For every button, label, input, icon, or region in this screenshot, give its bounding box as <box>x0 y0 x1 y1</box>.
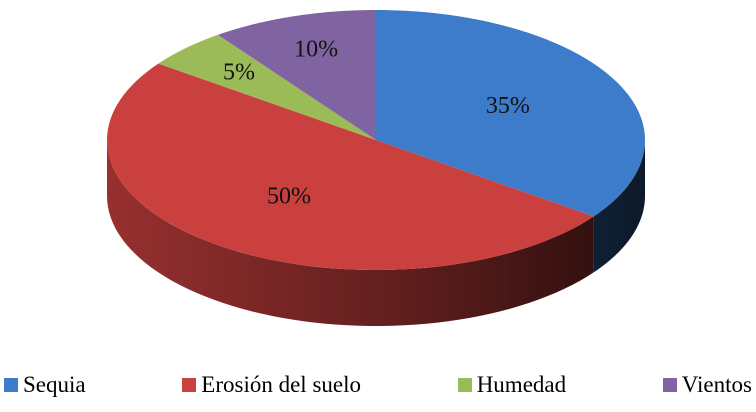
legend-swatch <box>662 378 677 392</box>
legend-item: Erosión del suelo <box>182 372 361 398</box>
legend-swatch <box>457 378 472 392</box>
legend-swatch <box>182 378 197 392</box>
data-label: 5% <box>223 59 255 85</box>
pie-slice <box>158 34 376 140</box>
data-label: 35% <box>486 93 530 119</box>
pie-side <box>593 140 645 273</box>
legend-label: Vientos <box>681 372 752 397</box>
pie-slice <box>376 10 645 217</box>
pie-slice <box>107 63 594 270</box>
legend-label: Sequia <box>23 372 86 397</box>
chart: 35% 50% 5% 10% <box>107 10 645 326</box>
data-label: 10% <box>294 36 338 62</box>
legend-label: Erosión del suelo <box>201 372 361 397</box>
legend-swatch <box>4 378 18 392</box>
pie-side <box>107 140 594 326</box>
legend-item: Humedad <box>457 372 567 398</box>
pie-slice <box>217 10 376 140</box>
legend-item: Sequia <box>4 372 86 398</box>
data-label: 50% <box>267 183 311 209</box>
legend: Sequia Erosión del suelo Humedad Vientos <box>0 372 756 398</box>
legend-item: Vientos <box>662 372 752 398</box>
legend-label: Humedad <box>476 372 567 397</box>
